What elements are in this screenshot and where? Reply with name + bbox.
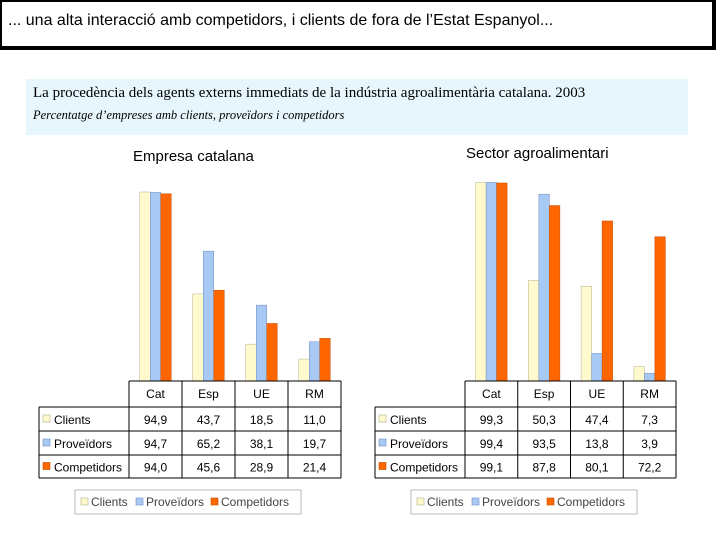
table-value-proveidors-ue: 38,1	[250, 437, 274, 451]
table-value-clients-cat: 94,9	[144, 413, 168, 427]
table-swatch-proveidors	[378, 438, 387, 447]
chart-title-empresa: Empresa catalana	[133, 148, 254, 165]
table-value-competidors-esp: 45,6	[197, 461, 221, 475]
bar-proveidors-cat	[485, 182, 497, 382]
bar-clients-esp	[528, 280, 540, 382]
legend-label-proveidors: Proveïdors	[146, 495, 204, 509]
table-value-clients-ue: 18,5	[250, 413, 274, 427]
bar-proveidors-rm	[644, 372, 656, 382]
chart-title-sector: Sector agroalimentari	[466, 145, 609, 162]
table-row-label-proveidors: Proveïdors	[390, 437, 448, 451]
table-value-clients-esp: 50,3	[532, 413, 556, 427]
category-label-rm: RM	[305, 387, 324, 401]
table-value-competidors-ue: 80,1	[585, 461, 609, 475]
table-swatch-clients	[42, 414, 51, 423]
legend-box	[74, 489, 302, 515]
bar-competidors-esp	[549, 205, 561, 382]
table-row-label-clients: Clients	[54, 413, 91, 427]
table-value-competidors-esp: 87,8	[532, 461, 556, 475]
bar-competidors-rm	[654, 236, 666, 382]
legend-label-clients: Clients	[427, 495, 464, 509]
category-label-cat: Cat	[146, 387, 165, 401]
subtitle-box: La procedència dels agents externs immed…	[26, 79, 688, 135]
bar-clients-cat	[475, 182, 487, 382]
table-swatch-proveidors	[42, 438, 51, 447]
category-label-ue: UE	[253, 387, 270, 401]
table-value-clients-rm: 11,0	[303, 413, 326, 427]
table-value-clients-ue: 47,4	[585, 413, 609, 427]
table-value-proveidors-cat: 99,4	[480, 437, 504, 451]
legend-swatch-clients	[80, 497, 89, 506]
legend-label-clients: Clients	[91, 495, 128, 509]
category-label-esp: Esp	[534, 387, 555, 401]
table-value-proveidors-rm: 3,9	[641, 437, 658, 451]
table-value-competidors-cat: 94,0	[144, 461, 168, 475]
category-label-cat: Cat	[482, 387, 501, 401]
table-row-label-competidors: Competidors	[390, 461, 458, 475]
category-label-rm: RM	[640, 387, 659, 401]
bar-competidors-cat	[496, 182, 508, 382]
table-value-competidors-ue: 28,9	[250, 461, 274, 475]
table-value-clients-cat: 99,3	[480, 413, 504, 427]
category-label-esp: Esp	[198, 387, 219, 401]
category-label-ue: UE	[589, 387, 606, 401]
table-value-proveidors-rm: 19,7	[303, 437, 327, 451]
bar-clients-ue	[580, 286, 592, 382]
legend-label-competidors: Competidors	[557, 495, 625, 509]
table-value-competidors-rm: 72,2	[638, 461, 662, 475]
bar-clients-rm	[633, 366, 645, 382]
table-swatch-competidors	[42, 462, 51, 470]
legend-swatch-proveidors	[135, 497, 144, 506]
table-row-label-proveidors: Proveïdors	[54, 437, 112, 451]
table-value-proveidors-cat: 94,7	[144, 437, 168, 451]
table-value-clients-esp: 43,7	[197, 413, 221, 427]
subtitle-title: La procedència dels agents externs immed…	[33, 85, 586, 101]
bar-proveidors-esp	[538, 193, 550, 382]
subtitle-note: Percentatge d’empreses amb clients, prov…	[33, 108, 345, 122]
table-value-competidors-rm: 21,4	[303, 461, 327, 475]
legend-swatch-clients	[416, 497, 425, 506]
table-value-proveidors-esp: 93,5	[532, 437, 556, 451]
table-value-clients-rm: 7,3	[641, 413, 658, 427]
legend-swatch-competidors	[546, 497, 555, 506]
header-text: ... una alta interacció amb competidors,…	[8, 12, 554, 29]
slide-header: ... una alta interacció amb competidors,…	[0, 0, 716, 50]
legend-swatch-proveidors	[471, 497, 480, 506]
legend-label-proveidors: Proveïdors	[482, 495, 540, 509]
table-swatch-competidors	[378, 462, 387, 470]
bar-proveidors-ue	[591, 353, 603, 382]
table-swatch-clients	[378, 414, 387, 423]
table-row-label-competidors: Competidors	[54, 461, 122, 475]
table-row-label-clients: Clients	[390, 413, 427, 427]
legend-swatch-competidors	[210, 497, 219, 506]
legend-label-competidors: Competidors	[221, 495, 289, 509]
legend-box	[410, 489, 638, 515]
table-value-competidors-cat: 99,1	[480, 461, 504, 475]
table-value-proveidors-esp: 65,2	[197, 437, 221, 451]
table-value-proveidors-ue: 13,8	[585, 437, 609, 451]
bar-competidors-ue	[601, 220, 613, 382]
